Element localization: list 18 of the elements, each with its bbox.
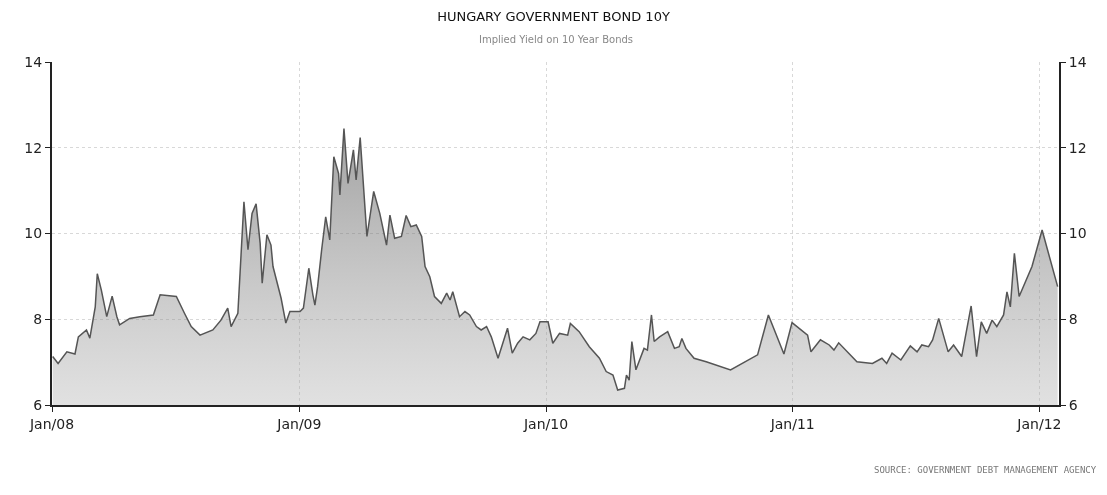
y-tick-label: 14 [24,53,43,70]
x-tick-label: Jan/09 [276,415,322,432]
y2-tick-label: 12 [1068,139,1087,156]
y2-tick-label: 10 [1068,225,1087,242]
x-tick-label: Jan/11 [769,415,815,432]
y-tick-label: 12 [24,139,43,156]
y-tick-label: 10 [24,225,43,242]
x-tick-label: Jan/12 [1016,415,1062,432]
source-note: SOURCE: GOVERNMENT DEBT MANAGEMENT AGENCY [874,465,1097,475]
y2-tick-label: 6 [1068,396,1078,413]
y2-tick-label: 8 [1068,311,1078,328]
x-tick-label: Jan/08 [28,415,75,432]
y-tick-label: 8 [33,311,43,328]
x-tick-label: Jan/10 [522,415,569,432]
chart-subtitle: Implied Yield on 10 Year Bonds [479,34,634,45]
y-tick-label: 6 [33,396,43,413]
y2-tick-label: 14 [1068,53,1087,70]
chart-title: HUNGARY GOVERNMENT BOND 10Y [437,9,670,25]
